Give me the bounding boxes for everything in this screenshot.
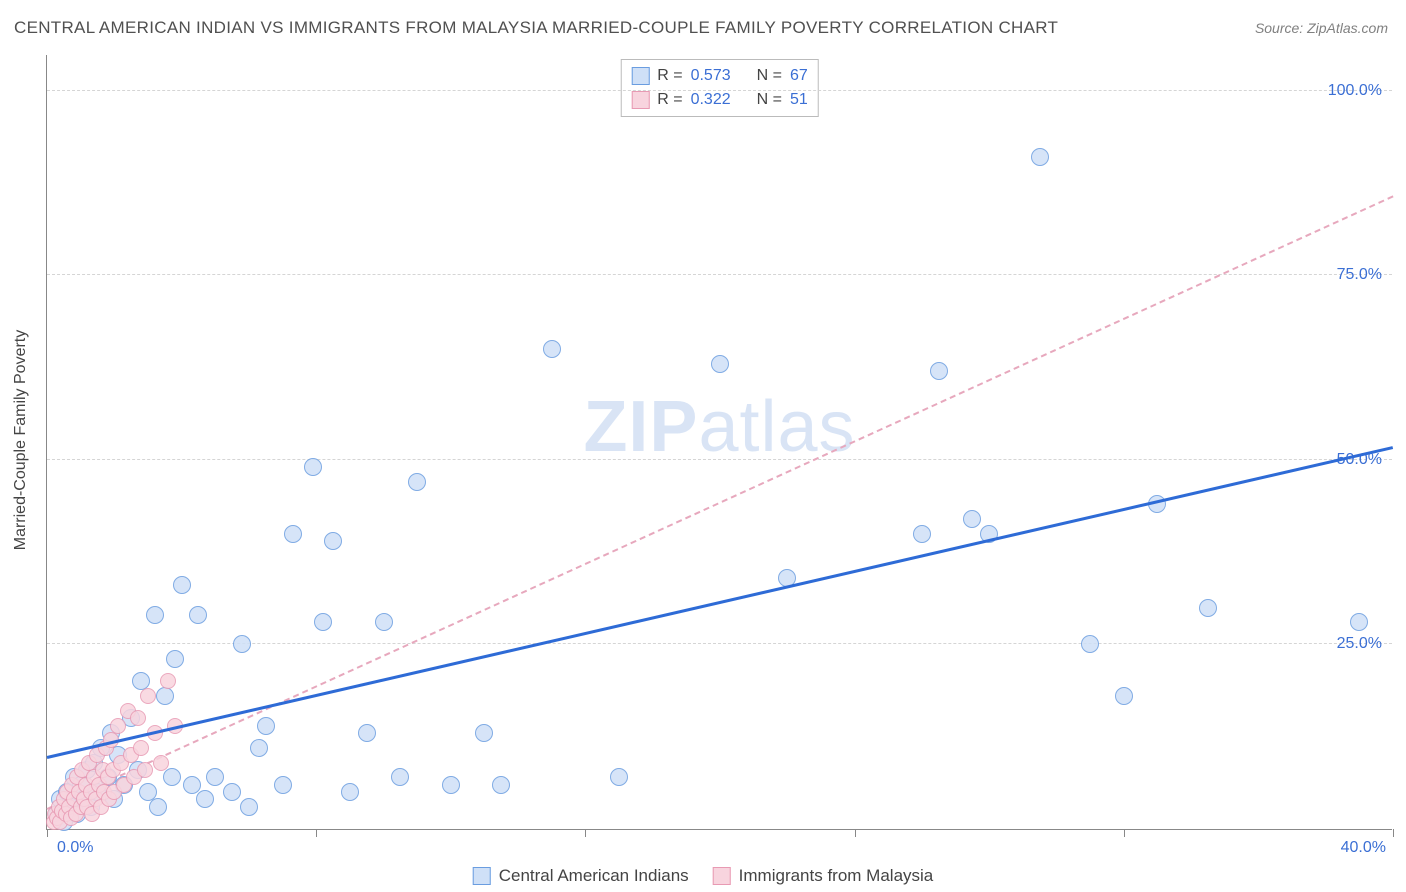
- x-tick: [585, 829, 586, 837]
- data-point-blue: [146, 606, 164, 624]
- data-point-blue: [543, 340, 561, 358]
- legend-item-pink: Immigrants from Malaysia: [713, 866, 934, 886]
- data-point-blue: [408, 473, 426, 491]
- data-point-blue: [391, 768, 409, 786]
- x-tick: [1124, 829, 1125, 837]
- data-point-blue: [223, 783, 241, 801]
- legend-N-pink: 51: [790, 88, 808, 112]
- legend-R-label: R =: [657, 88, 682, 112]
- legend-R-pink: 0.322: [691, 88, 731, 112]
- data-point-blue: [475, 724, 493, 742]
- data-point-pink: [153, 755, 169, 771]
- data-point-blue: [314, 613, 332, 631]
- data-point-blue: [156, 687, 174, 705]
- source-attribution: Source: ZipAtlas.com: [1255, 20, 1388, 36]
- gridline-h: [47, 274, 1392, 275]
- data-point-blue: [442, 776, 460, 794]
- gridline-h: [47, 90, 1392, 91]
- legend-stats-row-blue: R = 0.573 N = 67: [631, 64, 808, 88]
- x-tick-label: 40.0%: [1341, 839, 1386, 857]
- data-point-blue: [711, 355, 729, 373]
- data-point-blue: [1115, 687, 1133, 705]
- data-point-blue: [233, 635, 251, 653]
- data-point-blue: [166, 650, 184, 668]
- data-point-blue: [1081, 635, 1099, 653]
- legend-N-label: N =: [757, 64, 782, 88]
- legend-N-blue: 67: [790, 64, 808, 88]
- swatch-blue: [631, 67, 649, 85]
- legend-stats: R = 0.573 N = 67 R = 0.322 N = 51: [620, 59, 819, 117]
- data-point-blue: [913, 525, 931, 543]
- x-tick: [316, 829, 317, 837]
- data-point-blue: [206, 768, 224, 786]
- data-point-pink: [137, 762, 153, 778]
- watermark-bold: ZIP: [583, 387, 698, 467]
- data-point-blue: [257, 717, 275, 735]
- data-point-blue: [1350, 613, 1368, 631]
- y-tick-label: 25.0%: [1337, 635, 1382, 653]
- y-tick-label: 75.0%: [1337, 266, 1382, 284]
- legend-R-label: R =: [657, 64, 682, 88]
- plot-area: ZIPatlas R = 0.573 N = 67 R = 0.322 N = …: [46, 55, 1392, 830]
- trend-line-pink: [47, 195, 1394, 809]
- data-point-blue: [963, 510, 981, 528]
- legend-label-blue: Central American Indians: [499, 866, 689, 886]
- data-point-blue: [149, 798, 167, 816]
- data-point-blue: [196, 790, 214, 808]
- data-point-blue: [284, 525, 302, 543]
- data-point-blue: [189, 606, 207, 624]
- data-point-blue: [930, 362, 948, 380]
- legend-N-label: N =: [757, 88, 782, 112]
- data-point-blue: [240, 798, 258, 816]
- data-point-blue: [358, 724, 376, 742]
- data-point-pink: [110, 718, 126, 734]
- legend-label-pink: Immigrants from Malaysia: [739, 866, 934, 886]
- data-point-blue: [610, 768, 628, 786]
- legend-R-blue: 0.573: [691, 64, 731, 88]
- data-point-blue: [324, 532, 342, 550]
- data-point-blue: [173, 576, 191, 594]
- x-tick: [855, 829, 856, 837]
- x-tick-label: 0.0%: [57, 839, 93, 857]
- data-point-pink: [160, 673, 176, 689]
- y-tick-label: 100.0%: [1328, 82, 1382, 100]
- data-point-blue: [492, 776, 510, 794]
- data-point-pink: [130, 710, 146, 726]
- x-tick: [1393, 829, 1394, 837]
- swatch-blue: [473, 867, 491, 885]
- swatch-pink: [631, 91, 649, 109]
- y-axis-label: Married-Couple Family Poverty: [12, 330, 30, 551]
- legend-item-blue: Central American Indians: [473, 866, 689, 886]
- legend-series: Central American Indians Immigrants from…: [473, 866, 934, 886]
- gridline-h: [47, 459, 1392, 460]
- data-point-blue: [250, 739, 268, 757]
- watermark-light: atlas: [698, 387, 855, 467]
- data-point-blue: [163, 768, 181, 786]
- data-point-pink: [140, 688, 156, 704]
- swatch-pink: [713, 867, 731, 885]
- data-point-pink: [133, 740, 149, 756]
- chart-title: CENTRAL AMERICAN INDIAN VS IMMIGRANTS FR…: [14, 18, 1058, 38]
- watermark-text: ZIPatlas: [583, 386, 855, 468]
- data-point-blue: [375, 613, 393, 631]
- legend-stats-row-pink: R = 0.322 N = 51: [631, 88, 808, 112]
- data-point-blue: [274, 776, 292, 794]
- data-point-blue: [183, 776, 201, 794]
- trend-line-blue: [47, 446, 1394, 759]
- data-point-blue: [341, 783, 359, 801]
- data-point-blue: [1031, 148, 1049, 166]
- data-point-blue: [304, 458, 322, 476]
- data-point-blue: [1199, 599, 1217, 617]
- x-tick: [47, 829, 48, 837]
